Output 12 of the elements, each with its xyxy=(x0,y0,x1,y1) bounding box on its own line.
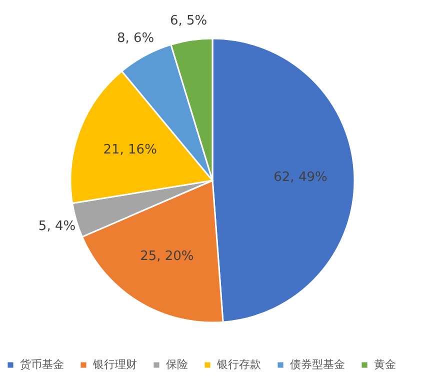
data-label: 8, 6% xyxy=(116,30,154,46)
legend-label: 保险 xyxy=(166,358,188,371)
data-label: 5, 4% xyxy=(38,218,76,234)
legend-label: 货币基金 xyxy=(20,358,64,371)
data-label: 62, 49% xyxy=(274,170,328,186)
data-label: 25, 20% xyxy=(140,248,194,264)
legend-label: 银行理财 xyxy=(92,358,137,371)
data-label: 21, 16% xyxy=(103,142,157,158)
legend-label: 债券型基金 xyxy=(290,358,345,371)
legend-label: 银行存款 xyxy=(216,358,261,371)
legend-label: 黄金 xyxy=(374,358,396,371)
data-label: 6, 5% xyxy=(170,13,208,28)
